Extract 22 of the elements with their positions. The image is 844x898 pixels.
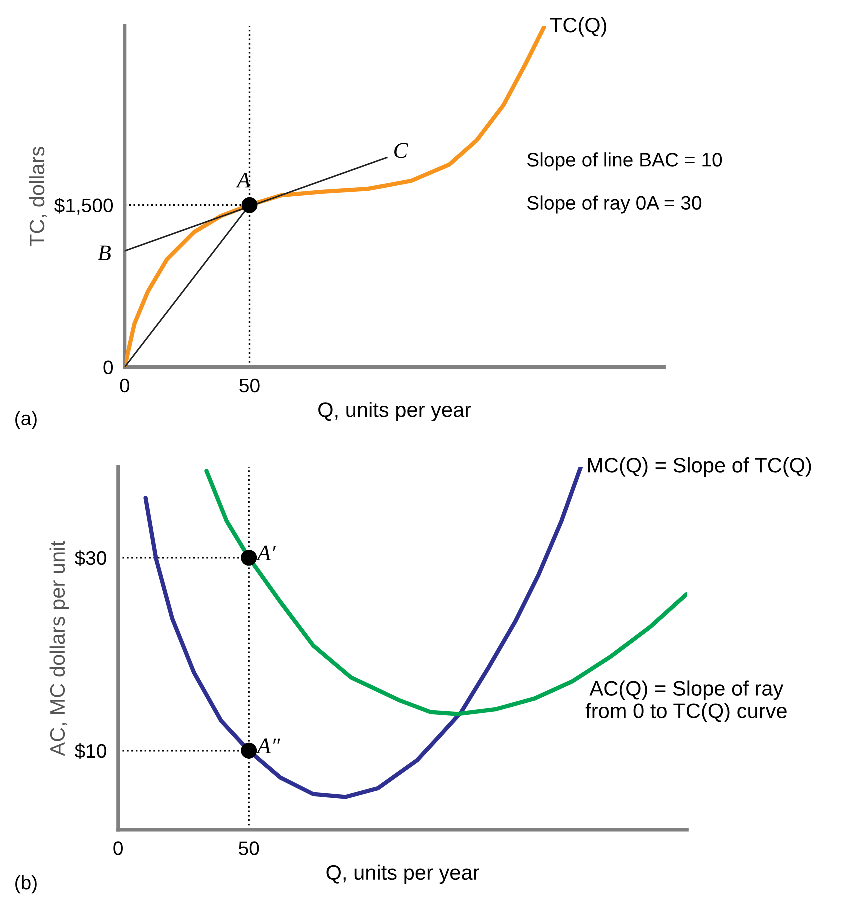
y-tick-label: 0	[104, 360, 114, 375]
y-axis-title: AC, MC dollars per unit	[50, 541, 70, 756]
x-tick-label: 50	[239, 842, 260, 856]
x-tick-label: 50	[240, 378, 260, 393]
y-tick-label: $1,500	[54, 198, 114, 215]
y-tick-label: $30	[74, 550, 106, 566]
y-tick-label: $10	[74, 744, 106, 760]
annotation: A′	[256, 546, 276, 560]
series-label: TC(Q)	[550, 17, 606, 37]
text: (a)	[16, 411, 37, 430]
series-label: AC(Q) = Slope of ray from 0 to TC(Q) curve	[586, 680, 787, 723]
x-axis-title: Q, units per year	[318, 402, 472, 422]
x-axis-title: Q, units per year	[326, 864, 480, 884]
y-axis-title: TC, dollars	[29, 147, 48, 247]
annotation: Slope of line BAC = 10	[528, 152, 722, 171]
series-label: MC(Q) = Slope of TC(Q)	[588, 458, 812, 477]
annotation: C	[394, 143, 408, 158]
annotation: A″	[256, 738, 280, 754]
annotation: Slope of ray 0A = 30	[528, 196, 702, 214]
annotation: A	[236, 172, 251, 188]
text: (b)	[16, 875, 37, 894]
text: B	[98, 246, 111, 260]
